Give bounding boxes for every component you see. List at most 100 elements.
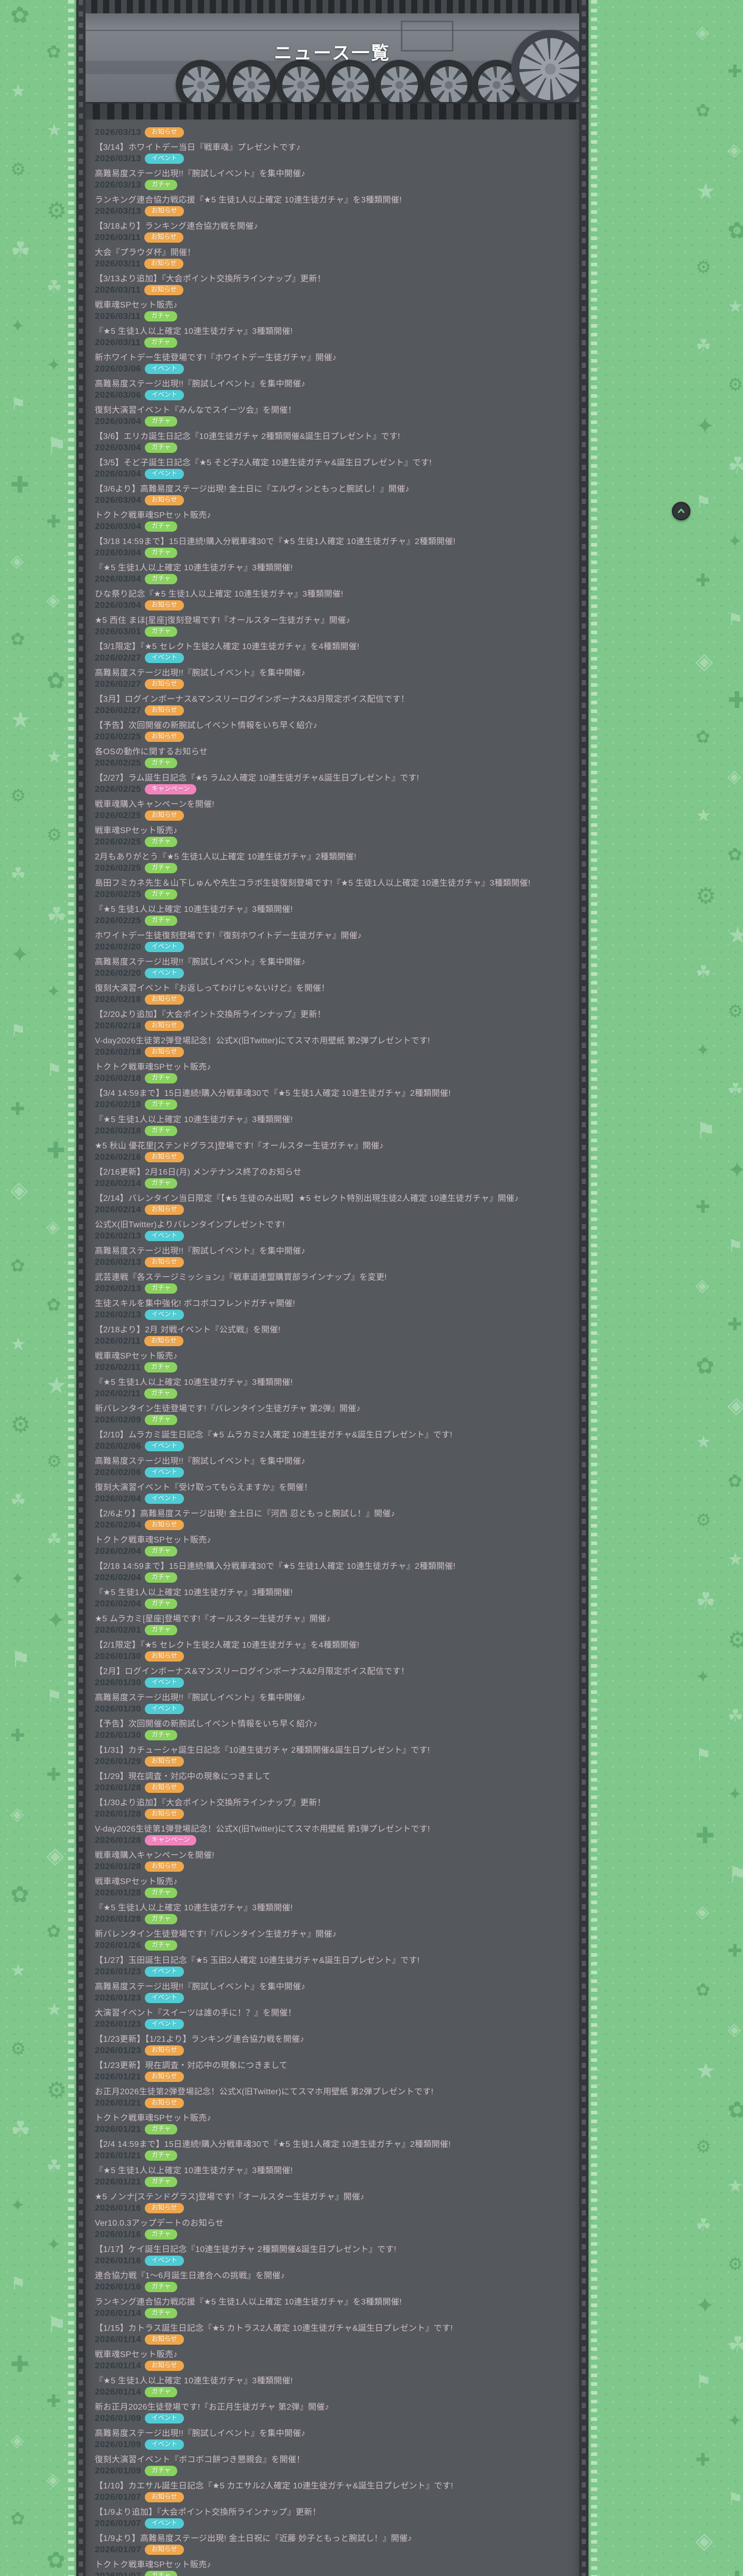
news-item[interactable]: 2026/02/13 お知らせ 武芸連戦『各ステージミッション』『戦車道連盟購買部ラ… (95, 1257, 570, 1283)
news-item[interactable]: 2026/03/11 お知らせ 大会『プラウダ杯』開催！ (95, 232, 570, 258)
news-item[interactable]: 2026/02/06 イベント 復刻大演習イベント『受け取ってもらえますか』を開催！ (95, 1467, 570, 1493)
news-item[interactable]: 2026/01/30 イベント 高難易度ステージ出現!!『腕試しイベント』を集中開催… (95, 1677, 570, 1703)
news-item[interactable]: 2026/02/04 お知らせ トクトク戦車魂SPセット販売♪ (95, 1519, 570, 1546)
news-item[interactable]: 2026/01/09 イベント 高難易度ステージ出現!!『腕試しイベント』を集中開催… (95, 2413, 570, 2439)
news-item[interactable]: 2026/02/13 ガチャ 生徒スキルを集中強化! ボコボコフレンドガチャ開催! (95, 1283, 570, 1309)
news-item[interactable]: 2026/01/23 イベント 高難易度ステージ出現!!『腕試しイベント』を集中開催… (95, 1966, 570, 1992)
news-item[interactable]: 2026/02/25 ガチャ 2月もありがとう『★5 生徒1人以上確定 10連生徒ガ… (95, 836, 570, 862)
news-item[interactable]: 2026/02/09 ガチャ 【2/10】ムラカミ誕生日記念『★5 ムラカミ2人確定… (95, 1414, 570, 1440)
news-item[interactable]: 2026/02/01 ガチャ 【2/1限定】『★5 セレクト生徒2人確定 10連生徒… (95, 1624, 570, 1651)
news-item[interactable]: 2026/02/18 お知らせ 【2/20より追加】『大会ポイント交換所ラインナップ… (95, 994, 570, 1020)
news-item[interactable]: 2026/02/25 ガチャ 島田フミカネ先生＆山下しゅんや先生コラボ生徒復刻登場で… (95, 862, 570, 889)
news-item[interactable]: 2026/02/27 お知らせ 【3月】ログインボーナス&マンスリーログインボーナス… (95, 679, 570, 705)
news-item[interactable]: 2026/01/16 イベント 連合協力戦『1～6月誕生日連合への挑戦』を開催♪ (95, 2255, 570, 2281)
back-to-top-button[interactable] (672, 502, 690, 520)
news-item[interactable]: 2026/01/21 お知らせ トクトク戦車魂SPセット販売♪ (95, 2097, 570, 2124)
news-item[interactable]: 2026/02/25 ガチャ 【2/27】ラム誕生日記念『★5 ラム2人確定 10連… (95, 757, 570, 784)
news-item[interactable]: 2026/01/28 ガチャ 『★5 生徒1人以上確定 10連生徒ガチャ』3種類開催… (95, 1887, 570, 1913)
news-item[interactable]: 2026/01/09 イベント 復刻大演習イベント『ボコボコ餅つき懇親会』を開催！ (95, 2439, 570, 2465)
news-item[interactable]: 2026/02/20 イベント 復刻大演習イベント『お返しってわけじゃないけど』を開… (95, 968, 570, 994)
news-item[interactable]: 2026/01/30 ガチャ 【1/31】カチューシャ誕生日記念『10連生徒ガチャ … (95, 1730, 570, 1756)
news-item[interactable]: 2026/02/27 イベント 高難易度ステージ出現!!『腕試しイベント』を集中開催… (95, 652, 570, 679)
news-date: 2026/02/04 (95, 1599, 142, 1608)
news-item[interactable]: 2026/03/11 ガチャ 『★5 生徒1人以上確定 10連生徒ガチャ』3種類開催… (95, 311, 570, 337)
news-item[interactable]: 2026/01/14 お知らせ 戦車魂SPセット販売♪ (95, 2334, 570, 2360)
news-item[interactable]: 2026/02/04 ガチャ 【2/18 14:59まで】15日連続!購入分戦車魂3… (95, 1546, 570, 1572)
news-item[interactable]: 2026/03/13 ガチャ ランキング連合協力戦応援『★5 生徒1人以上確定 10… (95, 179, 570, 206)
news-item[interactable]: 2026/02/18 お知らせ V-day2026生徒第2弾登場記念！公式X(旧Tw… (95, 1020, 570, 1046)
news-item[interactable]: 2026/01/21 お知らせ お正月2026生徒第2弾登場記念！公式X(旧Twit… (95, 2071, 570, 2097)
news-item[interactable]: 2026/02/06 イベント 高難易度ステージ出現!!『腕試しイベント』を集中開催… (95, 1440, 570, 1467)
news-item[interactable]: 2026/03/13 お知らせ 【3/18より】ランキング連合協力戦を開催♪ (95, 206, 570, 232)
news-item[interactable]: 2026/01/28 お知らせ V-day2026生徒第1弾登場記念！公式X(旧Tw… (95, 1808, 570, 1835)
news-item[interactable]: 2026/01/09 ガチャ 【1/10】カエサル誕生日記念『★5 カエサル2人確定… (95, 2465, 570, 2492)
news-item[interactable]: 2026/02/18 ガチャ 『★5 生徒1人以上確定 10連生徒ガチャ』3種類開催… (95, 1099, 570, 1125)
news-item[interactable]: 2026/01/16 ガチャ ランキング連合協力戦応援『★5 生徒1人以上確定 10… (95, 2281, 570, 2308)
news-item[interactable]: 2026/03/01 ガチャ 【3/1限定】『★5 セレクト生徒2人確定 10連生徒… (95, 626, 570, 652)
news-item[interactable]: 2026/02/18 ガチャ ★5 秋山 優花里[ステンドグラス]登場です!『オール… (95, 1125, 570, 1151)
news-item[interactable]: 2026/02/11 ガチャ 『★5 生徒1人以上確定 10連生徒ガチャ』3種類開催… (95, 1362, 570, 1388)
news-item[interactable]: 2026/01/29 お知らせ 【1/29】現在調査・対応中の現象につきまして (95, 1756, 570, 1782)
news-item[interactable]: 2026/01/07 お知らせ 【1/9より追加】『大会ポイント交換所ラインナップ』… (95, 2492, 570, 2518)
news-item[interactable]: 2026/01/14 ガチャ 【1/15】カトラス誕生日記念『★5 カトラス2人確定… (95, 2308, 570, 2334)
news-item[interactable]: 2026/01/23 イベント 大演習イベント『スイーツは誰の手に！？』を開催！ (95, 1992, 570, 2019)
news-item[interactable]: 2026/03/06 イベント 復刻大演習イベント『みんなでスイーツ会』を開催！ (95, 389, 570, 416)
news-item[interactable]: 2026/03/13 イベント 高難易度ステージ出現!!『腕試しイベント』を集中開催… (95, 153, 570, 179)
news-item[interactable]: 2026/03/06 イベント 高難易度ステージ出現!!『腕試しイベント』を集中開催… (95, 363, 570, 389)
news-item[interactable]: 2026/02/18 お知らせ トクトク戦車魂SPセット販売♪ (95, 1046, 570, 1073)
news-item[interactable]: 2026/02/20 イベント 高難易度ステージ出現!!『腕試しイベント』を集中開催… (95, 941, 570, 968)
news-item[interactable]: 2026/03/04 ガチャ ひな祭り記念『★5 生徒1人以上確定 10連生徒ガチャ… (95, 573, 570, 600)
news-item[interactable]: 2026/01/14 お知らせ 『★5 生徒1人以上確定 10連生徒ガチャ』3種類開… (95, 2360, 570, 2386)
news-item[interactable]: 2026/03/04 ガチャ 【3/18 14:59まで】15日連続!購入分戦車魂3… (95, 521, 570, 547)
news-item[interactable]: 2026/01/21 ガチャ ★5 ノンナ[ステンドグラス]登場です!『オールスター… (95, 2176, 570, 2202)
news-item[interactable]: 2026/03/04 ガチャ 【3/5】そど子誕生日記念『★5 そど子2人確定 10… (95, 442, 570, 468)
news-item[interactable]: 2026/01/21 ガチャ 【2/4 14:59まで】15日連続!購入分戦車魂30… (95, 2124, 570, 2150)
news-tag-badge: お知らせ (145, 1756, 184, 1767)
news-item[interactable]: 2026/02/16 お知らせ 【2/16更新】2月16日(月) メンテナンス終了の… (95, 1151, 570, 1178)
news-item[interactable]: 2026/02/11 お知らせ 戦車魂SPセット販売♪ (95, 1335, 570, 1362)
news-item[interactable]: 2026/01/07 お知らせ トクトク戦車魂SPセット販売♪ (95, 2544, 570, 2570)
news-item[interactable]: 2026/02/13 イベント 【2/18より】2月 対戦イベント『公式戦』を開催! (95, 1309, 570, 1335)
news-item[interactable]: 2026/03/04 ガチャ 【3/6】エリカ誕生日記念『10連生徒ガチャ 2種類開… (95, 416, 570, 442)
news-item[interactable]: 2026/01/28 ガチャ 新バレンタイン生徒登場です!『バレンタイン生徒ガチャ』… (95, 1913, 570, 1940)
news-item[interactable]: 2026/01/23 イベント 【1/23更新】【1/21より】ランキング連合協力戦… (95, 2019, 570, 2045)
news-item[interactable]: 2026/02/25 お知らせ 戦車魂SPセット販売♪ (95, 810, 570, 836)
news-item[interactable]: 2026/02/14 ガチャ 【2/14】バレンタイン当日限定『【★5 生徒のみ出現… (95, 1178, 570, 1204)
news-item[interactable]: 2026/02/11 ガチャ 新バレンタイン生徒登場です!『バレンタイン生徒ガチャ … (95, 1388, 570, 1414)
news-title: 戦車魂購入キャンペーンを開催! (95, 1851, 215, 1860)
news-item[interactable]: 2026/01/16 ガチャ 【1/17】ケイ誕生日記念『10連生徒ガチャ 2種類開… (95, 2229, 570, 2255)
news-item[interactable]: 2026/01/28 キャンペーン 戦車魂購入キャンペーンを開催! (95, 1835, 570, 1861)
news-item[interactable]: 2026/01/14 ガチャ 新お正月2026生徒登場です!『お正月生徒ガチャ 第2… (95, 2386, 570, 2413)
news-item[interactable]: 2026/02/25 ガチャ ホワイトデー生徒復刻登場です!『復刻ホワイトデー生徒ガ… (95, 915, 570, 941)
news-item[interactable]: 2026/01/07 イベント 【1/9より】高難易度ステージ出現! 金土日祝に『近… (95, 2518, 570, 2544)
news-item[interactable]: 2026/01/28 お知らせ 【1/30より追加】『大会ポイント交換所ラインナップ… (95, 1782, 570, 1808)
news-tag-badge: イベント (145, 2256, 184, 2266)
news-item[interactable]: 2026/02/25 キャンペーン 戦車魂購入キャンペーンを開催! (95, 784, 570, 810)
news-item[interactable]: 2026/01/28 お知らせ 戦車魂SPセット販売♪ (95, 1861, 570, 1887)
news-item[interactable]: 2026/01/21 ガチャ 『★5 生徒1人以上確定 10連生徒ガチャ』3種類開催… (95, 2150, 570, 2176)
news-item[interactable]: 2026/01/26 ガチャ 【1/27】玉田誕生日記念『★5 玉田2人確定 10連… (95, 1940, 570, 1966)
news-item[interactable]: 2026/01/16 お知らせ Ver10.0.3アップデートのお知らせ (95, 2202, 570, 2229)
news-item[interactable]: 2026/03/13 お知らせ 【3/14】ホワイトデー当日『戦車魂』プレゼントです… (95, 127, 570, 153)
news-item[interactable]: 2026/03/04 イベント 【3/6より】高難易度ステージ出現! 金土日に『エル… (95, 468, 570, 495)
news-item[interactable]: 2026/01/23 お知らせ 【1/23更新】現在調査・対応中の現象につきまして (95, 2045, 570, 2071)
news-date: 2026/02/04 (95, 1520, 142, 1530)
news-item[interactable]: 2026/02/04 ガチャ 『★5 生徒1人以上確定 10連生徒ガチャ』3種類開催… (95, 1572, 570, 1598)
news-item[interactable]: 2026/02/04 ガチャ ★5 ムラカミ[星座]登場です!『オールスター生徒ガチ… (95, 1598, 570, 1624)
news-item[interactable]: 2026/02/14 お知らせ 公式X(旧Twitter)よりバレンタインプレゼント… (95, 1204, 570, 1230)
news-item[interactable]: 2026/03/11 お知らせ 戦車魂SPセット販売♪ (95, 284, 570, 311)
news-item[interactable]: 2026/01/30 イベント 【予告】次回開催の新腕試しイベント情報をいち早く紹介… (95, 1703, 570, 1730)
news-item[interactable]: 2026/03/11 お知らせ 【3/13より追加】『大会ポイント交換所ラインナップ… (95, 258, 570, 284)
news-item[interactable]: 2026/01/30 お知らせ 【2月】ログインボーナス&マンスリーログインボーナス… (95, 1651, 570, 1677)
news-item[interactable]: 2026/03/11 ガチャ 新ホワイトデー生徒登場です!『ホワイトデー生徒ガチャ』… (95, 337, 570, 363)
news-item[interactable]: 2026/03/04 お知らせ トクトク戦車魂SPセット販売♪ (95, 495, 570, 521)
news-item[interactable]: 2026/02/13 イベント 高難易度ステージ出現!!『腕試しイベント』を集中開催… (95, 1230, 570, 1257)
news-item[interactable]: 2026/02/04 イベント 【2/6より】高難易度ステージ出現! 金土日に『河西… (95, 1493, 570, 1519)
news-item[interactable]: 2026/02/25 ガチャ 『★5 生徒1人以上確定 10連生徒ガチャ』3種類開催… (95, 889, 570, 915)
news-item[interactable]: 2026/02/27 お知らせ 【予告】次回開催の新腕試しイベント情報をいち早く紹介… (95, 705, 570, 731)
news-item[interactable]: 2026/02/18 ガチャ 【3/4 14:59まで】15日連続!購入分戦車魂30… (95, 1073, 570, 1099)
news-item[interactable]: 2026/03/04 ガチャ 『★5 生徒1人以上確定 10連生徒ガチャ』3種類開催… (95, 547, 570, 573)
news-item[interactable]: 2026/03/04 お知らせ ★5 西住 まほ[星座]復刻登場です!『オールスター… (95, 600, 570, 626)
news-item[interactable]: 2026/02/25 お知らせ 各OSの動作に関するお知らせ (95, 731, 570, 757)
